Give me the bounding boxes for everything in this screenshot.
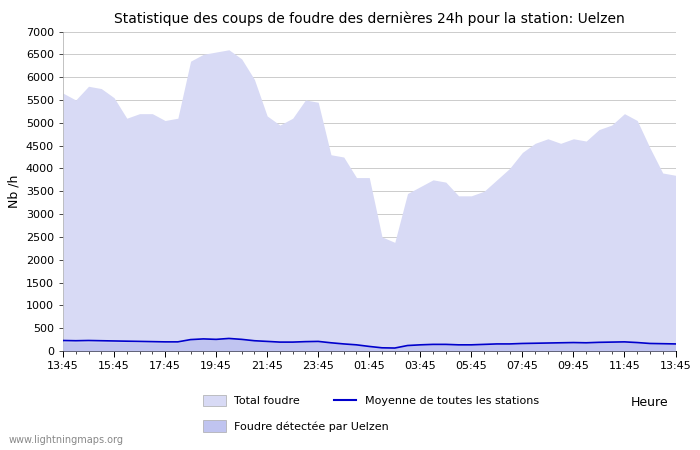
Legend: Foudre détectée par Uelzen: Foudre détectée par Uelzen (203, 420, 389, 432)
Title: Statistique des coups de foudre des dernières 24h pour la station: Uelzen: Statistique des coups de foudre des dern… (114, 12, 624, 26)
Text: www.lightningmaps.org: www.lightningmaps.org (8, 435, 123, 445)
Text: Heure: Heure (631, 396, 668, 409)
Y-axis label: Nb /h: Nb /h (7, 175, 20, 208)
